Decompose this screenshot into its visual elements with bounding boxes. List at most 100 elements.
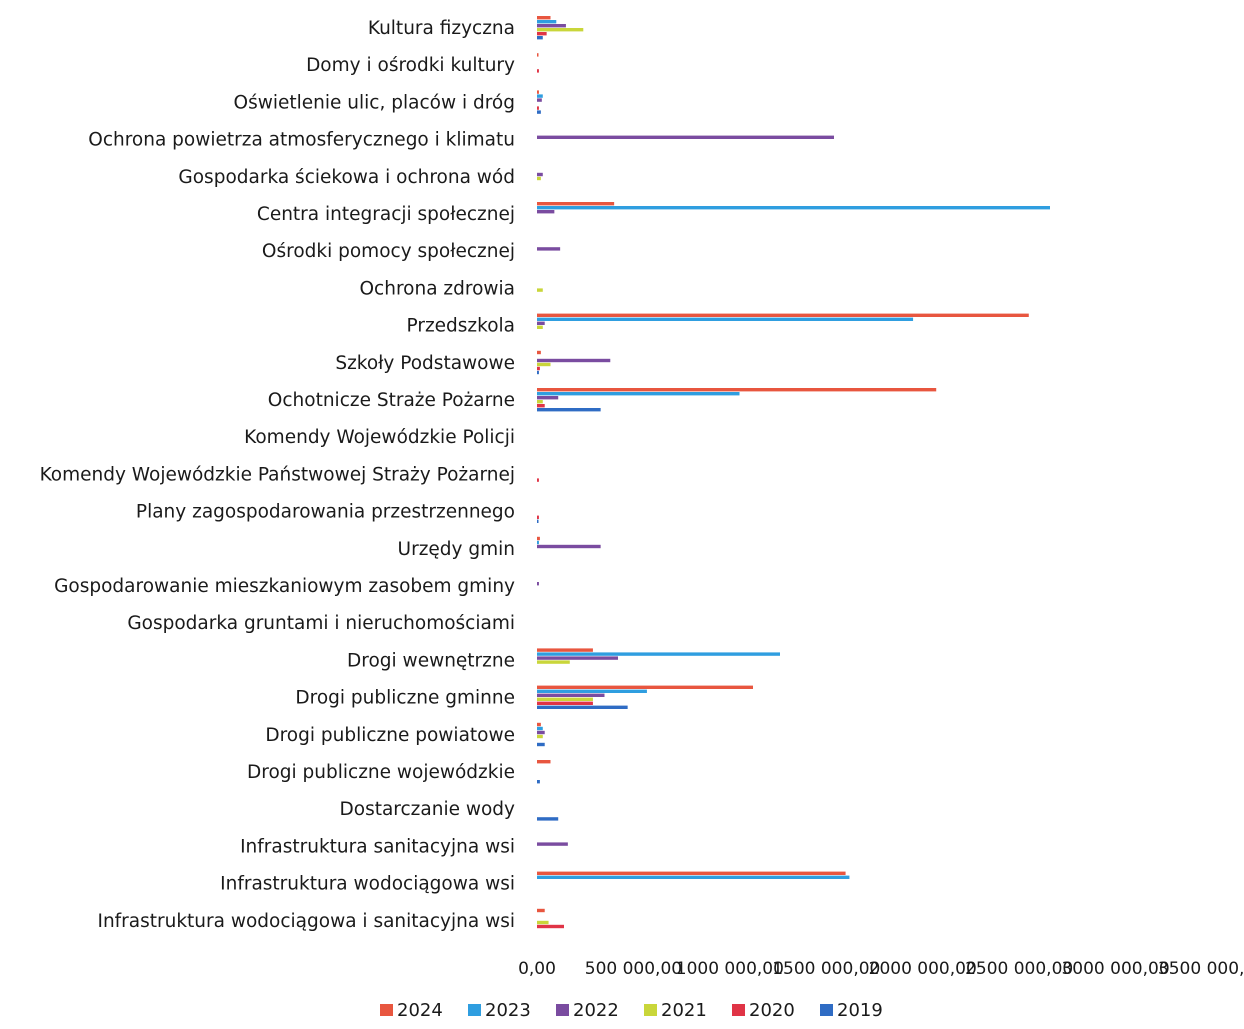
bar-2023 [537,94,543,98]
category-label: Drogi wewnętrzne [347,650,515,671]
bar-2024 [537,313,1029,317]
x-tick-label: 3000 000,00 [1061,959,1169,979]
bar-2019 [537,742,545,747]
bar-2021 [537,920,549,925]
x-tick-label: 500 000,00 [585,959,682,979]
legend-label: 2023 [485,1000,531,1021]
bar-2021 [537,362,551,367]
category-label: Drogi publiczne powiatowe [265,725,515,746]
category-label: Oświetlenie ulic, placów i dróg [234,92,515,113]
category-label: Komendy Wojewódzkie Policji [244,427,515,448]
bar-2023 [537,689,647,693]
bar-2022 [537,210,555,214]
category-label: Ochrona powietrza atmosferycznego i klim… [88,130,515,151]
bar-2023 [537,20,557,24]
legend-label: 2024 [397,1000,443,1021]
bar-2020 [537,366,540,371]
bar-2023 [537,540,539,545]
bar-2019 [537,110,541,114]
bar-2021 [537,288,543,292]
category-labels: Kultura fizyczna Domy i ośrodki kultury Oś… [40,18,515,932]
bar-2023 [537,875,850,879]
bar-2024 [537,685,753,689]
bar-2024 [537,908,545,913]
bar-2020 [537,701,593,705]
legend-swatch-2023 [468,1004,481,1016]
x-tick-label: 2000 000,00 [869,959,977,979]
bar-2019 [537,408,601,412]
category-label: Gospodarka gruntami i nieruchomościami [127,613,515,634]
category-label: Szkoły Podstawowe [335,353,515,374]
bar-2019 [537,817,559,821]
bar-2021 [537,400,543,404]
legend-label: 2021 [661,1000,707,1021]
legend-swatch-2022 [556,1004,569,1016]
bar-2021 [537,734,543,739]
category-label: Ochrona zdrowia [360,278,516,299]
bar-2024 [537,53,539,57]
category-label: Centra integracji społecznej [257,204,515,225]
bar-2022 [537,693,605,697]
bar-2021 [537,325,543,329]
category-label: Ośrodki pomocy społecznej [262,241,515,262]
bar-2024 [537,648,593,652]
legend: 2024 2023 2022 2021 2020 2019 [380,1000,883,1021]
bar-2022 [537,358,611,363]
bar-2022 [537,172,543,177]
legend-label: 2019 [837,1000,883,1021]
category-label: Infrastruktura sanitacyjna wsi [240,836,515,857]
bar-2019 [537,519,539,523]
category-label: Infrastruktura wodociągowa wsi [220,874,515,895]
bar-2024 [537,536,540,541]
bar-2024 [537,871,846,875]
bar-2020 [537,924,564,929]
bar-2022 [537,135,834,139]
bar-2023 [537,726,543,731]
x-tick-label: 1000 000,00 [676,959,784,979]
category-label: Drogi publiczne wojewódzkie [247,762,515,783]
bar-2019 [537,370,539,375]
bar-2022 [537,730,545,735]
category-label: Plany zagospodarowania przestrzennego [136,502,515,523]
bar-2020 [537,106,539,110]
category-label: Gospodarowanie mieszkaniowym zasobem gmi… [54,576,515,597]
bar-2019 [537,705,628,709]
category-label: Urzędy gmin [398,539,515,560]
bar-2024 [537,90,539,94]
bar-2020 [537,404,545,408]
bar-2022 [537,582,539,586]
bar-2020 [537,32,547,36]
bar-2022 [537,321,545,325]
bar-2022 [537,24,566,28]
legend-label: 2022 [573,1000,619,1021]
category-label: Gospodarka ściekowa i ochrona wód [178,167,515,188]
category-label: Dostarczanie wody [340,799,516,820]
bar-2024 [537,350,541,355]
legend-swatch-2024 [380,1004,393,1016]
bar-2023 [537,317,914,321]
bar-2022 [537,842,568,846]
bar-2024 [537,722,541,727]
category-label: Domy i ośrodki kultury [306,55,515,76]
bar-2022 [537,98,542,102]
legend-swatch-2020 [732,1004,745,1016]
bar-2022 [537,396,559,400]
legend-swatch-2021 [644,1004,657,1016]
x-tick-label: 0,00 [518,959,556,979]
x-tick-label: 1500 000,00 [772,959,880,979]
bar-2021 [537,176,541,181]
bar-2020 [537,69,539,73]
bar-2021 [537,28,584,32]
bar-2019 [537,36,543,40]
bar-2021 [537,660,570,664]
bar-2024 [537,760,551,764]
bar-2023 [537,652,780,656]
legend-label: 2020 [749,1000,795,1021]
bar-2024 [537,202,615,206]
x-tick-label: 2500 000,00 [965,959,1073,979]
category-label: Infrastruktura wodociągowa i sanitacyjna… [97,911,515,932]
bar-2022 [537,544,601,549]
